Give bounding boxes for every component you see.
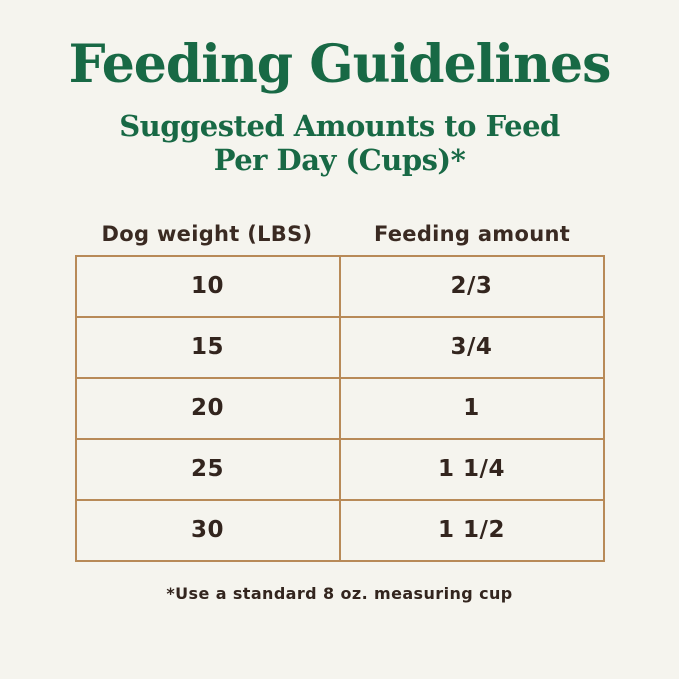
table-row: 15 3/4 [76,315,603,377]
weight-cell: 25 [77,439,341,499]
table-header-row: Dog weight (LBS) Feeding amount [75,222,605,246]
amount-cell: 2/3 [450,273,493,300]
table-row: 10 2/3 [77,256,603,316]
table-row: 30 1 1/2 [76,498,603,560]
footnote: *Use a standard 8 oz. measuring cup [166,583,513,603]
table-row: 25 1 1/4 [76,437,603,499]
weight-cell: 15 [77,317,341,377]
feeding-table: 10 2/3 15 3/4 20 1 25 1 1/4 30 1 1/2 [74,254,605,562]
page-subtitle: Suggested Amounts to Feed Per Day (Cups)… [0,109,679,177]
amount-cell: 1 1/4 [438,456,505,483]
column-header-dog-weight: Dog weight (LBS) [101,221,313,246]
column-header-feeding-amount: Feeding amount [373,221,571,246]
table-row: 20 1 [76,376,603,438]
weight-cell: 10 [77,256,341,316]
page-subtitle-line1: Suggested Amounts to Feed [119,109,560,144]
page-subtitle-line2: Per Day (Cups)* [213,143,466,178]
page-title: Feeding Guidelines [68,34,612,95]
amount-cell: 1 [463,395,480,422]
amount-cell: 3/4 [450,334,493,361]
weight-cell: 30 [77,500,341,560]
weight-cell: 20 [77,378,341,438]
amount-cell: 1 1/2 [438,517,505,544]
